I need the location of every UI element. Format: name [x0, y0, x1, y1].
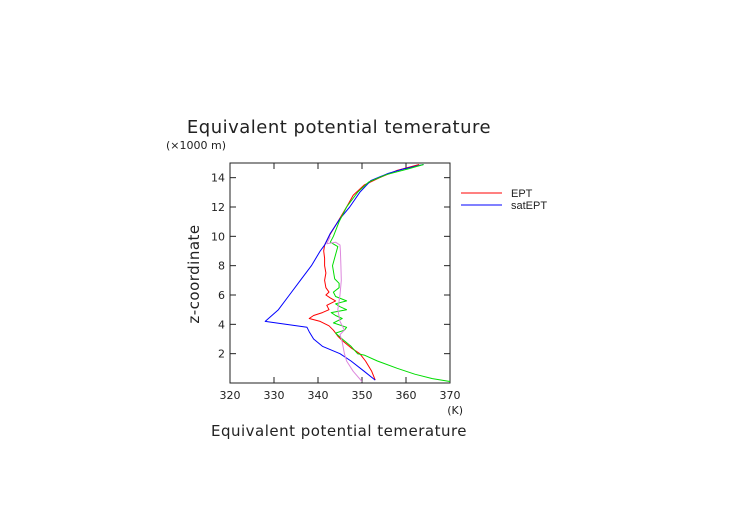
x-tick-label: 360: [396, 389, 417, 402]
y-unit-label: (×1000 m): [166, 139, 226, 152]
plot-area: 320 330 340 350 360 370 2 4 6 8 10 12 14: [211, 162, 461, 402]
series-lines: [264, 164, 451, 382]
legend-label-ept: EPT: [511, 188, 533, 200]
series-line-unlabeled-2: [329, 164, 451, 382]
y-tick-label: 4: [218, 318, 225, 331]
y-axis-label: z-coordinate: [185, 224, 203, 323]
chart-title: Equivalent potential temerature: [187, 117, 491, 138]
y-tick-label: 8: [218, 260, 225, 273]
y-ticks: 2 4 6 8 10 12 14: [211, 172, 450, 361]
y-tick-label: 10: [211, 230, 225, 243]
x-tick-label: 330: [264, 389, 285, 402]
x-tick-label: 340: [308, 389, 329, 402]
y-tick-label: 12: [211, 201, 225, 214]
series-line-unlabeled-3: [326, 236, 363, 382]
plot-frame: [229, 162, 451, 384]
x-axis-label: Equivalent potential temerature: [211, 422, 467, 440]
series-line-ept: [308, 164, 420, 381]
x-tick-label: 320: [220, 389, 241, 402]
y-tick-label: 2: [218, 348, 225, 361]
legend-label-satept: satEPT: [511, 200, 547, 212]
y-tick-label: 14: [211, 172, 225, 185]
y-tick-label: 6: [218, 289, 225, 302]
series-line-satept: [264, 164, 424, 381]
x-ticks: 320 330 340 350 360 370: [220, 163, 461, 402]
x-tick-label: 370: [440, 389, 461, 402]
x-unit-label: (K): [447, 404, 463, 417]
x-tick-label: 350: [352, 389, 373, 402]
